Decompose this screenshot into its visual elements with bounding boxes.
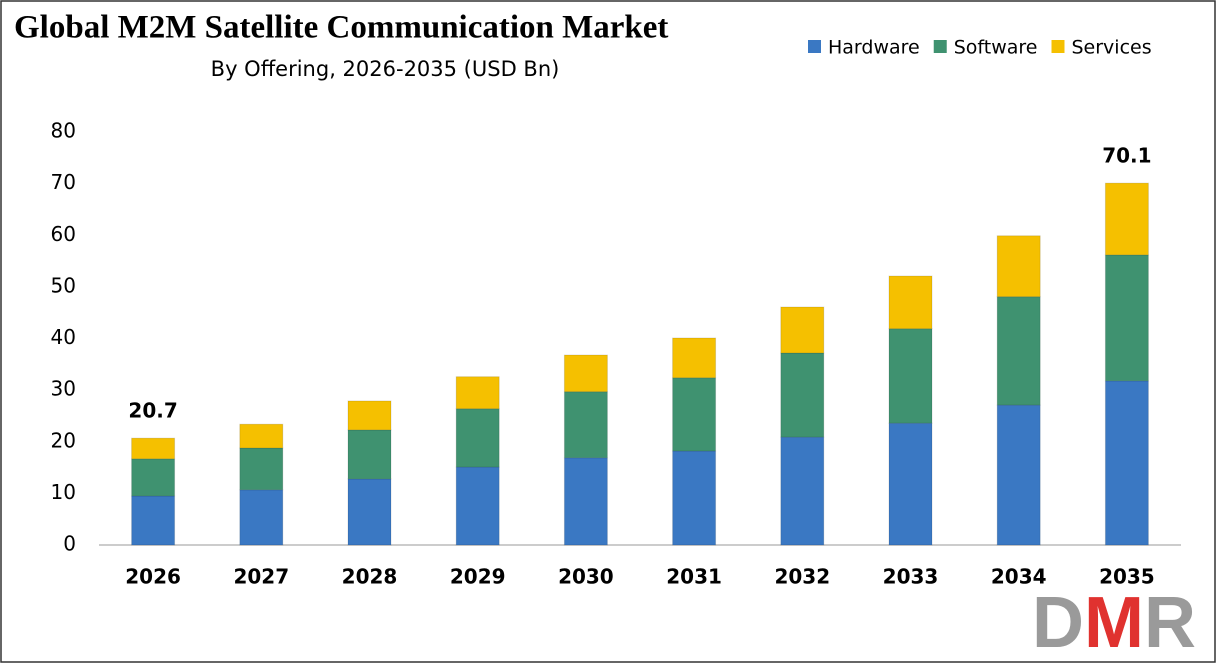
y-tick-label: 60 [51,222,76,246]
x-tick-label: 2034 [991,565,1047,589]
bar-segment [131,458,176,497]
bar-segment [563,391,608,459]
y-tick-label: 50 [51,273,76,297]
bar-segment [347,429,392,480]
x-tick-label: 2035 [1099,565,1155,589]
bar-segment [239,423,284,449]
legend-label: Software [954,37,1038,59]
y-tick-label: 40 [51,325,76,349]
bar-segment [563,354,608,393]
x-tick-label: 2026 [125,565,181,589]
x-tick-label: 2027 [233,565,289,589]
x-tick-label: 2030 [558,565,614,589]
logo-text: DMR [1032,583,1196,663]
bar-segment [455,466,500,546]
y-tick-label: 0 [63,532,76,556]
logo: DMR [1032,583,1196,663]
total-label: 70.1 [1102,144,1151,168]
x-tick-label: 2033 [883,565,939,589]
y-tick-label: 20 [51,428,76,452]
x-tick-label: 2031 [666,565,722,589]
legend-swatch [933,40,947,53]
bar-segment [563,457,608,546]
x-tick-label: 2029 [450,565,506,589]
bar-segment [455,376,500,410]
bar-segment [1104,182,1149,256]
bar-segment [888,422,933,546]
bar-segment [347,400,392,431]
bar-segment [780,436,825,546]
bar-segment [1104,254,1149,382]
y-tick-label: 30 [51,377,76,401]
bar-segment [996,235,1041,298]
bar-segment [888,275,933,330]
bar-segment [996,404,1041,546]
bar-segment [780,306,825,354]
bar-segment [347,478,392,546]
y-tick-label: 70 [51,170,76,194]
bar-segment [239,489,284,546]
legend-swatch [1051,40,1065,53]
total-label: 20.7 [128,399,177,423]
x-tick-label: 2028 [342,565,398,589]
chart-title: Global M2M Satellite Communication Marke… [14,10,668,46]
bar-segment [131,437,176,460]
bar-segment [1104,380,1149,546]
chart-subtitle: By Offering, 2026-2035 (USD Bn) [211,57,560,81]
y-tick-label: 80 [51,119,76,143]
legend-label: Hardware [828,37,920,59]
bar-segment [239,447,284,491]
bar-segment [455,408,500,468]
legend-label: Services [1072,37,1152,59]
bar-segment [672,377,717,452]
bar-segment [780,352,825,438]
bar-segment [131,495,176,546]
bar-segment [672,337,717,379]
bar-segment [888,328,933,424]
bar-segment [996,296,1041,406]
x-tick-label: 2032 [774,565,830,589]
y-tick-label: 10 [51,480,76,504]
bar-segment [672,450,717,546]
legend-swatch [808,40,821,53]
